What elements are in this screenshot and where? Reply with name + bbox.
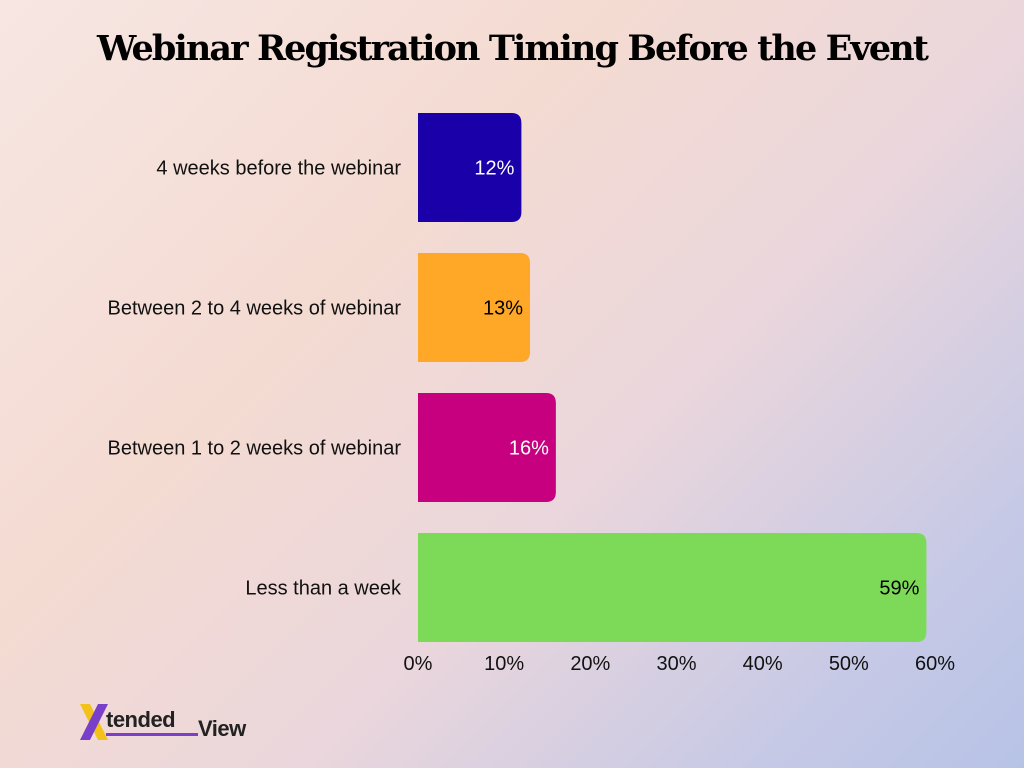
logo-underline — [106, 733, 198, 736]
category-label: Between 2 to 4 weeks of webinar — [107, 298, 401, 320]
x-tick-label: 60% — [915, 653, 955, 675]
bar — [418, 393, 556, 502]
x-tick-label: 20% — [570, 653, 610, 675]
category-label: Between 1 to 2 weeks of webinar — [107, 438, 401, 460]
chart-title: Webinar Registration Timing Before the E… — [96, 28, 929, 69]
bar — [418, 113, 522, 222]
data-label: 16% — [509, 438, 549, 460]
bar-chart: 4 weeks before the webinar 12% Between 2 t… — [107, 113, 955, 675]
category-label: 4 weeks before the webinar — [156, 158, 401, 180]
bar — [418, 533, 927, 642]
data-label: 59% — [879, 578, 919, 600]
bar — [418, 253, 531, 362]
x-tick-label: 40% — [743, 653, 783, 675]
category-label: Less than a week — [245, 578, 402, 600]
data-label: 12% — [474, 158, 514, 180]
logo-x-icon — [80, 704, 108, 740]
logo-text-sub: View — [198, 716, 246, 741]
logo-text-main: tended — [106, 707, 176, 732]
x-tick-label: 30% — [656, 653, 696, 675]
xtendedview-logo: tended View — [78, 700, 268, 746]
x-tick-label: 50% — [829, 653, 869, 675]
x-tick-label: 0% — [404, 653, 433, 675]
x-tick-label: 10% — [484, 653, 524, 675]
data-label: 13% — [483, 298, 523, 320]
